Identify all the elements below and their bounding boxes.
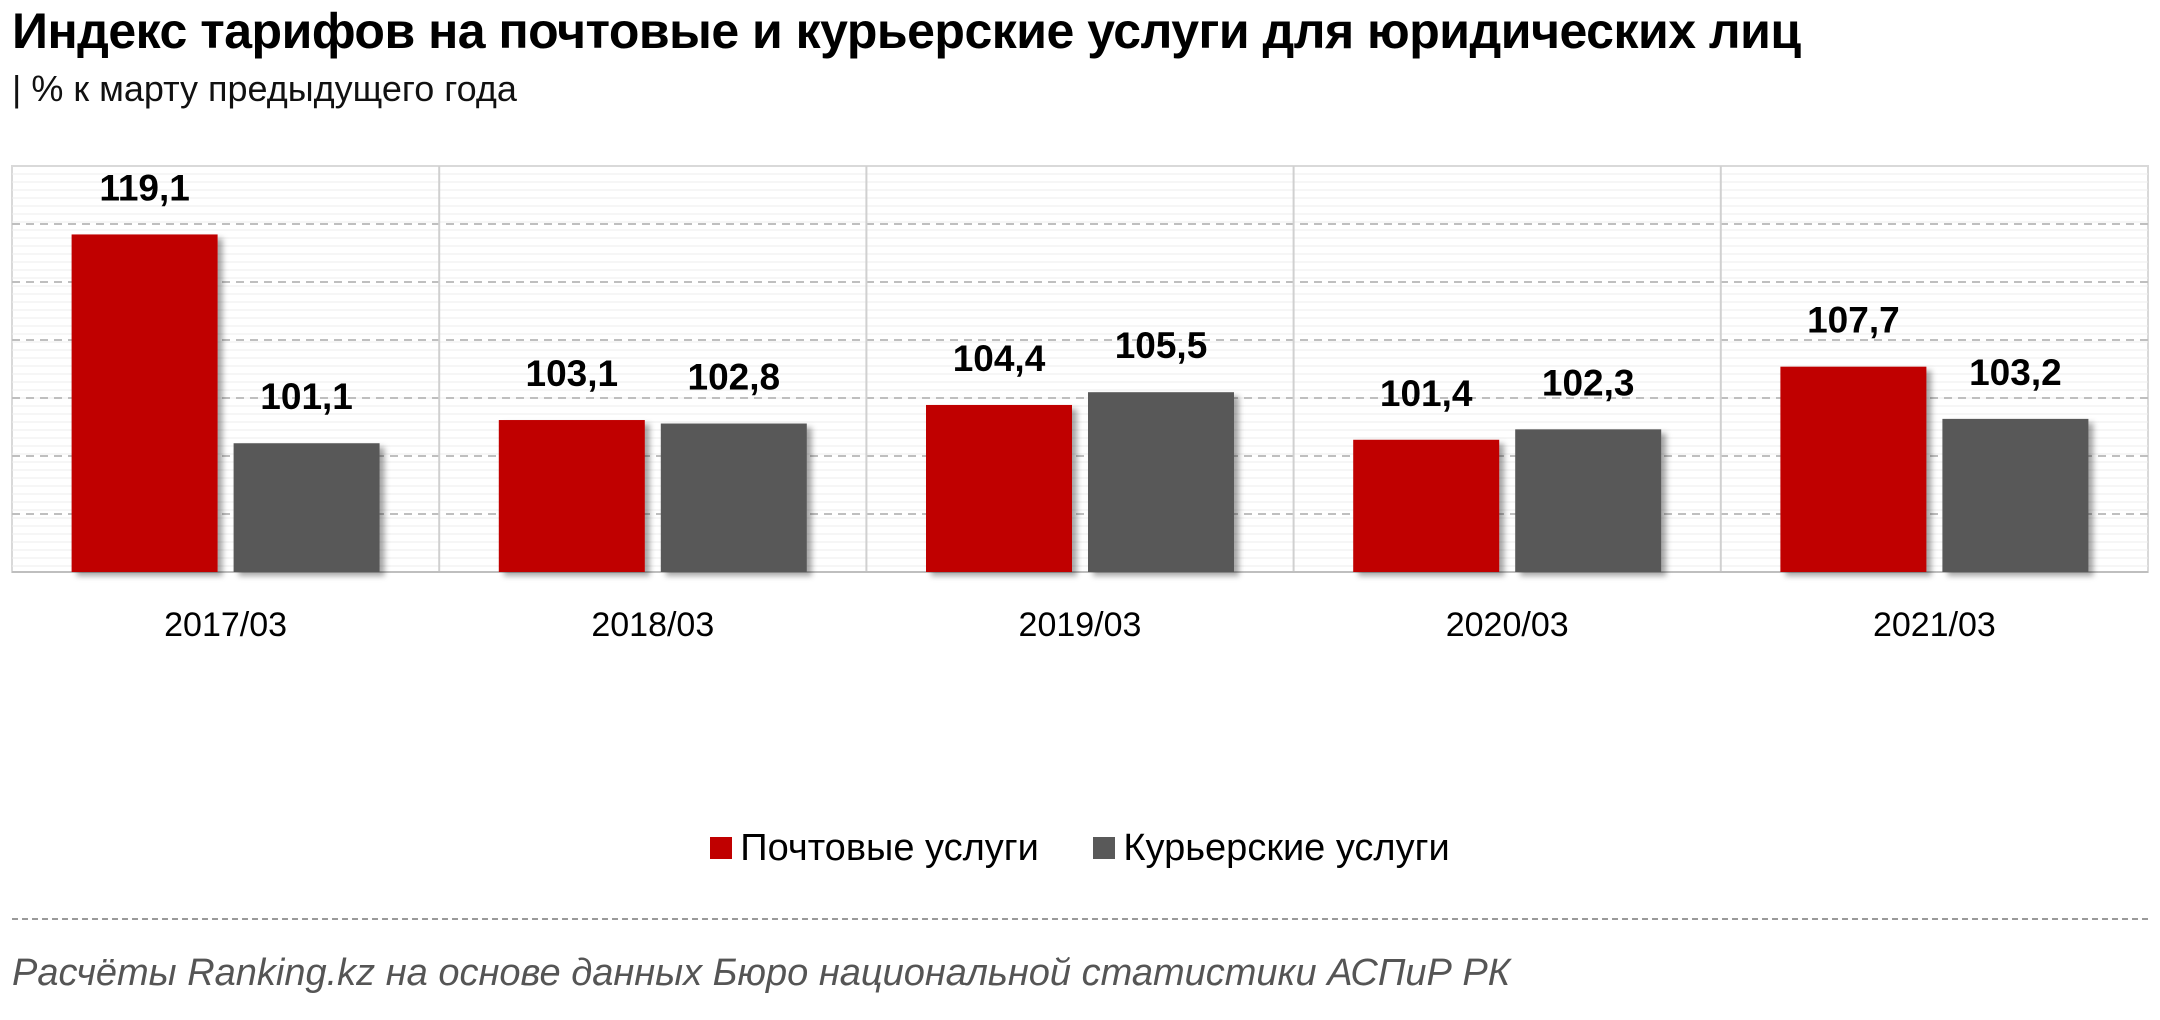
bar-postal xyxy=(1353,439,1500,572)
data-label-courier: 105,5 xyxy=(1115,325,1208,366)
bar-postal xyxy=(498,420,645,572)
bar-courier xyxy=(660,423,807,572)
chart-legend: Почтовые услуги Курьерские услуги xyxy=(0,826,2160,870)
source-divider xyxy=(12,918,2148,920)
data-label-postal: 104,4 xyxy=(953,338,1046,379)
data-label-postal: 103,1 xyxy=(526,353,619,394)
legend-label-postal: Почтовые услуги xyxy=(740,826,1039,869)
bar-courier xyxy=(1942,418,2089,572)
legend-item-postal: Почтовые услуги xyxy=(710,827,1039,870)
legend-swatch-postal xyxy=(710,837,733,859)
data-label-courier: 103,2 xyxy=(1969,352,2062,393)
bar-chart: 119,1 101,1 2017/03 103,1 102,8 2018/03 104,4 1… xyxy=(11,165,2149,644)
bar-courier xyxy=(233,443,380,572)
data-label-postal: 107,7 xyxy=(1807,300,1900,341)
x-tick-label: 2021/03 xyxy=(1873,606,1996,644)
x-tick-label: 2020/03 xyxy=(1446,606,1569,644)
data-label-courier: 101,1 xyxy=(260,376,353,417)
x-tick-label: 2018/03 xyxy=(591,606,714,644)
bar-postal xyxy=(926,404,1072,572)
bar-postal xyxy=(1780,366,1927,572)
x-tick-label: 2019/03 xyxy=(1019,606,1142,644)
bar-postal xyxy=(71,234,218,572)
legend-item-courier: Курьерские услуги xyxy=(1093,826,1450,870)
x-tick-label: 2017/03 xyxy=(164,606,287,644)
bar-courier xyxy=(1088,392,1234,572)
legend-label-courier: Курьерские услуги xyxy=(1123,826,1450,869)
bar-courier xyxy=(1515,429,1662,572)
source-note: Расчёты Ranking.kz на основе данных Бюро… xyxy=(12,952,1511,994)
data-label-courier: 102,3 xyxy=(1542,362,1635,403)
data-label-postal: 119,1 xyxy=(99,167,190,208)
data-label-courier: 102,8 xyxy=(688,357,781,398)
chart-title: Индекс тарифов на почтовые и курьерские … xyxy=(12,3,1801,59)
data-label-postal: 101,4 xyxy=(1380,373,1473,414)
chart-subtitle: | % к марту предыдущего года xyxy=(12,68,517,109)
legend-swatch-courier xyxy=(1093,837,1116,859)
